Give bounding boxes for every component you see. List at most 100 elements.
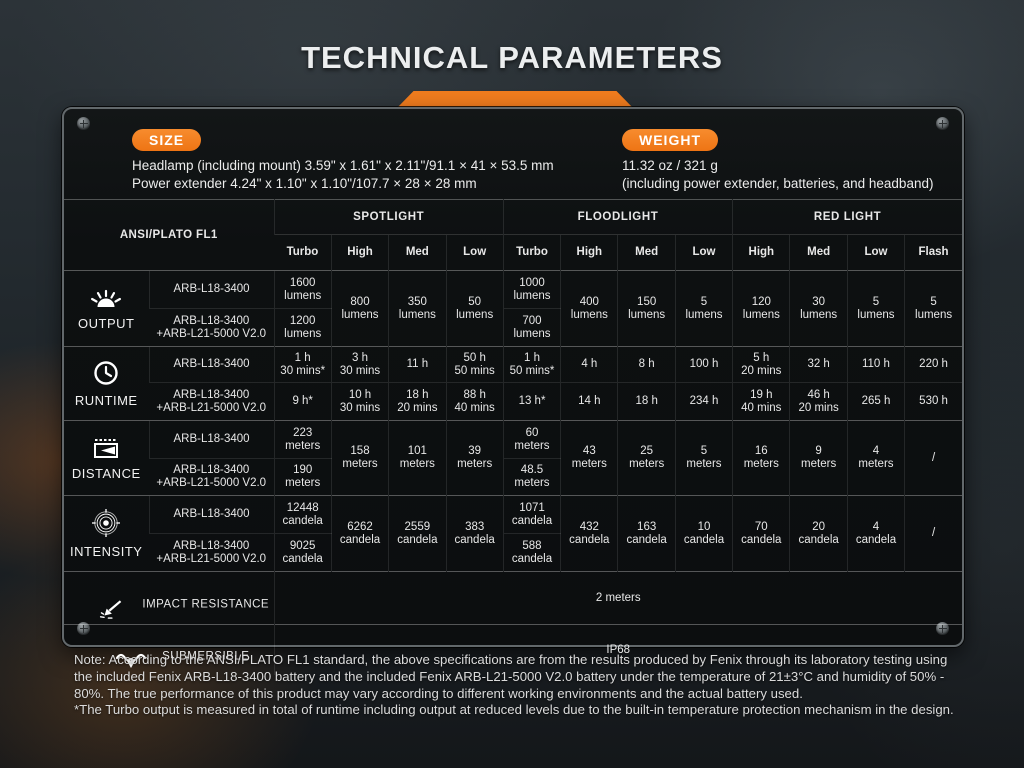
row-category-intensity: INTENSITY: [64, 495, 149, 572]
screw-icon: [77, 117, 90, 130]
battery-label: ARB-L18-3400 +ARB-L21-5000 V2.0: [149, 533, 275, 572]
mode-header: Med: [617, 234, 676, 271]
battery-label: ARB-L18-3400: [148, 420, 275, 459]
spec-cell: 43 meters: [560, 420, 618, 496]
table-corner-label: ANSI/PLATO FL1: [119, 228, 218, 241]
output-row-2: ARB-L18-3400 +ARB-L21-5000 V2.0 1200 lum…: [64, 308, 962, 347]
spec-cell: 163 candela: [617, 495, 676, 572]
category-label: INTENSITY: [70, 544, 143, 559]
spec-table: ANSI/PLATO FL1 SPOTLIGHT FLOODLIGHT RED …: [64, 199, 962, 675]
spec-cell: 400 lumens: [560, 270, 618, 347]
mode-header: Low: [674, 234, 733, 271]
spec-cell: 11 h: [388, 346, 446, 383]
spec-cell: 383 candela: [445, 495, 504, 572]
spec-cell: 158 meters: [330, 420, 389, 496]
spec-cell: 100 h: [674, 346, 733, 383]
impact-resistance-label-cell: IMPACT RESISTANCE: [64, 571, 275, 625]
group-header-row: ANSI/PLATO FL1 SPOTLIGHT FLOODLIGHT RED …: [64, 199, 962, 241]
spec-cell: 25 meters: [617, 420, 676, 496]
spec-cell: 70 candela: [732, 495, 790, 572]
spec-cell: 9025 candela: [273, 533, 332, 572]
column-group-floodlight: FLOODLIGHT: [502, 199, 733, 235]
impact-resistance-row: IMPACT RESISTANCE 2 meters: [64, 571, 962, 625]
column-group-spotlight: SPOTLIGHT: [273, 199, 504, 235]
spec-cell: 1 h 30 mins*: [273, 346, 332, 383]
spec-cell: 350 lumens: [388, 270, 446, 347]
weight-value-text: 11.32 oz / 321 g: [622, 158, 718, 173]
spec-cell: 39 meters: [445, 420, 504, 496]
size-badge: SIZE: [132, 129, 202, 151]
mode-header: Turbo: [274, 234, 332, 271]
spec-cell: 50 lumens: [445, 270, 504, 347]
submersible-value: IP68: [273, 624, 962, 675]
footnote-paragraph: Note: According to the ANSI/PLATO FL1 st…: [74, 652, 948, 701]
weight-note-text: (including power extender, batteries, an…: [622, 176, 934, 191]
spec-cell: 19 h 40 mins: [732, 382, 790, 421]
spec-cell: 1200 lumens: [273, 308, 332, 347]
footnote-block: Note: According to the ANSI/PLATO FL1 st…: [74, 652, 958, 719]
spec-cell: 32 h: [789, 346, 848, 383]
spec-cell: 4 meters: [846, 420, 905, 496]
spec-cell: 60 meters: [502, 420, 561, 459]
battery-label: ARB-L18-3400 +ARB-L21-5000 V2.0: [149, 308, 275, 347]
spec-cell: 18 h 20 mins: [388, 382, 446, 421]
screw-icon: [936, 117, 949, 130]
distance-row-1: DISTANCE ARB-L18-3400 223 meters 158 met…: [64, 420, 962, 496]
spec-cell: 190 meters: [273, 458, 332, 496]
spec-cell: 1 h 50 mins*: [502, 346, 561, 383]
battery-label: ARB-L18-3400: [148, 495, 275, 534]
orange-tab-decoration: [397, 91, 633, 108]
spec-cell: 46 h 20 mins: [789, 382, 848, 421]
spec-cell: 18 h: [617, 382, 676, 421]
spec-cell: 16 meters: [732, 420, 790, 496]
battery-label: ARB-L18-3400: [148, 270, 275, 309]
runtime-row-1: RUNTIME ARB-L18-3400 1 h 30 mins* 3 h 30…: [64, 346, 962, 421]
clock-runtime-icon: [94, 361, 118, 385]
spec-cell: 5 h 20 mins: [732, 346, 790, 383]
submersible-row: SUBMERSIBLE IP68: [64, 624, 962, 675]
impact-resistance-label: IMPACT RESISTANCE: [142, 598, 270, 611]
beam-distance-icon: [94, 438, 119, 458]
spec-cell: 223 meters: [273, 420, 332, 459]
spec-cell: 1071 candela: [502, 495, 561, 534]
spec-cell: 30 lumens: [789, 270, 848, 347]
spec-cell: /: [904, 420, 962, 496]
spec-cell: 12448 candela: [273, 495, 332, 534]
spec-cell: 1000 lumens: [502, 270, 561, 309]
spec-cell: 5 lumens: [846, 270, 905, 347]
spec-cell: 10 candela: [674, 495, 733, 572]
spec-cell: 101 meters: [388, 420, 446, 496]
spec-cell: 800 lumens: [330, 270, 389, 347]
target-intensity-icon: [92, 509, 121, 537]
weight-badge: WEIGHT: [622, 129, 718, 151]
spec-cell: 220 h: [904, 346, 962, 383]
spec-cell: 4 h: [560, 346, 618, 383]
mode-header: High: [560, 234, 618, 271]
spec-cell: 150 lumens: [617, 270, 676, 347]
size-power-extender-text: Power extender 4.24" x 1.10" x 1.10"/107…: [132, 176, 477, 191]
mode-header: Turbo: [502, 234, 561, 271]
spec-cell: 234 h: [674, 382, 733, 421]
mode-header: High: [732, 234, 790, 271]
row-category-runtime: RUNTIME: [64, 346, 149, 421]
mode-header: High: [330, 234, 389, 271]
runtime-row-2: ARB-L18-3400 +ARB-L21-5000 V2.0 9 h* 10 …: [64, 382, 962, 421]
spec-cell: 3 h 30 mins: [330, 346, 389, 383]
battery-label: ARB-L18-3400 +ARB-L21-5000 V2.0: [149, 382, 275, 421]
spec-cell: 9 meters: [789, 420, 848, 496]
spec-cell: 8 h: [617, 346, 676, 383]
spec-panel: SIZE Headlamp (including mount) 3.59" x …: [62, 107, 964, 675]
battery-label: ARB-L18-3400: [148, 346, 275, 383]
impact-resistance-value: 2 meters: [273, 571, 962, 625]
battery-label: ARB-L18-3400 +ARB-L21-5000 V2.0: [149, 458, 275, 496]
mode-header-row: Turbo High Med Low Turbo High Med Low Hi…: [64, 234, 962, 271]
spec-cell: 5 lumens: [904, 270, 962, 347]
size-headlamp-text: Headlamp (including mount) 3.59" x 1.61"…: [132, 158, 554, 173]
impact-arrow-icon: [100, 600, 122, 619]
size-section: SIZE Headlamp (including mount) 3.59" x …: [132, 129, 554, 193]
submersible-label-cell: SUBMERSIBLE: [64, 624, 275, 675]
spec-cell: /: [904, 495, 962, 572]
category-label: RUNTIME: [74, 393, 138, 408]
page-title: TECHNICAL PARAMETERS: [301, 40, 723, 75]
